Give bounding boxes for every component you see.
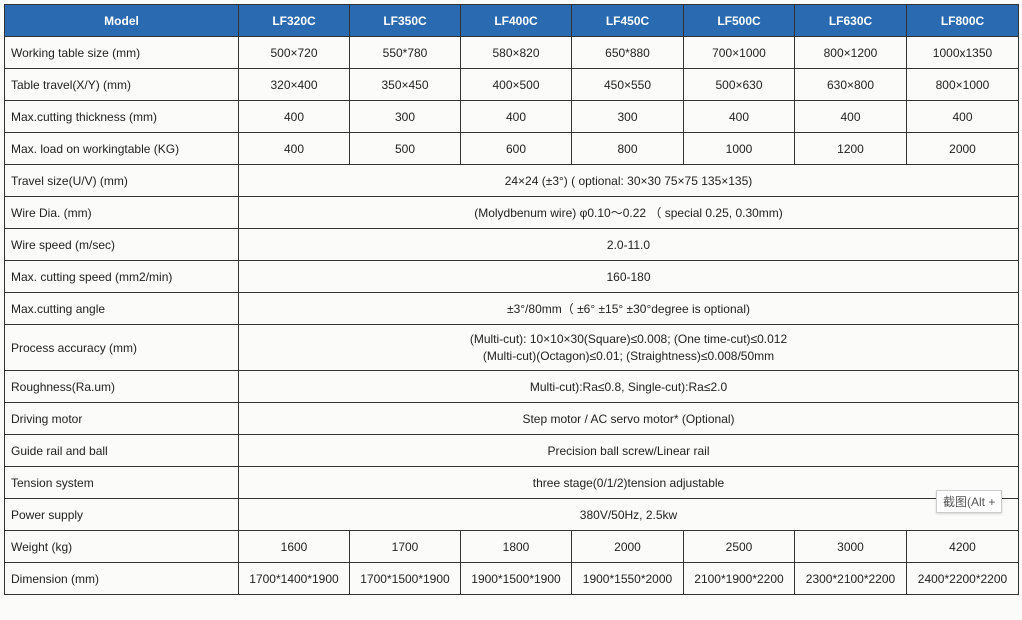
col-header-lf630c: LF630C [795,5,907,37]
row-cell: 450×550 [572,69,684,101]
row-span-value: ±3°/80mm（ ±6° ±15° ±30°degree is optiona… [239,293,1019,325]
row-cell: 3000 [795,531,907,563]
table-row: Travel size(U/V) (mm)24×24 (±3°) ( optio… [5,165,1019,197]
row-span-value: Step motor / AC servo motor* (Optional) [239,403,1019,435]
table-row: Guide rail and ballPrecision ball screw/… [5,435,1019,467]
col-header-lf350c: LF350C [350,5,461,37]
row-label: Tension system [5,467,239,499]
row-cell: 1900*1550*2000 [572,563,684,595]
col-header-model: Model [5,5,239,37]
row-span-value: (Multi-cut): 10×10×30(Square)≤0.008; (On… [239,325,1019,371]
row-cell: 2100*1900*2200 [684,563,795,595]
row-cell: 2300*2100*2200 [795,563,907,595]
row-cell: 400 [795,101,907,133]
row-span-value: (Molydbenum wire) φ0.10～0.22 （ special 0… [239,197,1019,229]
table-header-row: ModelLF320CLF350CLF400CLF450CLF500CLF630… [5,5,1019,37]
table-row: Wire Dia. (mm)(Molydbenum wire) φ0.10～0.… [5,197,1019,229]
spec-table: ModelLF320CLF350CLF400CLF450CLF500CLF630… [4,4,1019,595]
row-label: Max. cutting speed (mm2/min) [5,261,239,293]
row-label: Table travel(X/Y) (mm) [5,69,239,101]
table-row: Power supply380V/50Hz, 2.5kw [5,499,1019,531]
row-cell: 400 [907,101,1019,133]
row-cell: 500×720 [239,37,350,69]
row-cell: 2400*2200*2200 [907,563,1019,595]
table-row: Table travel(X/Y) (mm)320×400350×450400×… [5,69,1019,101]
row-cell: 1700*1400*1900 [239,563,350,595]
row-label: Max.cutting thickness (mm) [5,101,239,133]
col-header-lf320c: LF320C [239,5,350,37]
row-cell: 800×1200 [795,37,907,69]
row-cell: 300 [350,101,461,133]
row-label: Travel size(U/V) (mm) [5,165,239,197]
row-label: Dimension (mm) [5,563,239,595]
table-row: Dimension (mm)1700*1400*19001700*1500*19… [5,563,1019,595]
row-cell: 1900*1500*1900 [461,563,572,595]
row-cell: 800×1000 [907,69,1019,101]
row-cell: 400 [461,101,572,133]
row-span-value: 24×24 (±3°) ( optional: 30×30 75×75 135×… [239,165,1019,197]
row-cell: 2500 [684,531,795,563]
row-cell: 2000 [572,531,684,563]
row-label: Working table size (mm) [5,37,239,69]
row-cell: 400×500 [461,69,572,101]
row-cell: 650*880 [572,37,684,69]
row-span-value: 160-180 [239,261,1019,293]
table-row: Max. cutting speed (mm2/min)160-180 [5,261,1019,293]
row-cell: 1700 [350,531,461,563]
row-cell: 400 [239,101,350,133]
row-cell: 4200 [907,531,1019,563]
row-label: Driving motor [5,403,239,435]
row-cell: 500 [350,133,461,165]
table-row: Process accuracy (mm)(Multi-cut): 10×10×… [5,325,1019,371]
row-span-value: three stage(0/1/2)tension adjustable [239,467,1019,499]
row-span-value: 380V/50Hz, 2.5kw [239,499,1019,531]
table-row: Wire speed (m/sec)2.0-11.0 [5,229,1019,261]
col-header-lf800c: LF800C [907,5,1019,37]
row-label: Process accuracy (mm) [5,325,239,371]
table-row: Max.cutting thickness (mm)40030040030040… [5,101,1019,133]
table-row: Max. load on workingtable (KG)4005006008… [5,133,1019,165]
row-cell: 500×630 [684,69,795,101]
table-row: Weight (kg)1600170018002000250030004200 [5,531,1019,563]
col-header-lf450c: LF450C [572,5,684,37]
row-cell: 1000 [684,133,795,165]
row-label: Wire Dia. (mm) [5,197,239,229]
row-cell: 300 [572,101,684,133]
row-label: Weight (kg) [5,531,239,563]
table-row: Tension systemthree stage(0/1/2)tension … [5,467,1019,499]
row-span-value: Multi-cut):Ra≤0.8, Single-cut):Ra≤2.0 [239,371,1019,403]
row-cell: 700×1000 [684,37,795,69]
row-cell: 550*780 [350,37,461,69]
row-span-value: 2.0-11.0 [239,229,1019,261]
row-label: Power supply [5,499,239,531]
row-cell: 1600 [239,531,350,563]
row-label: Max. load on workingtable (KG) [5,133,239,165]
row-cell: 400 [239,133,350,165]
row-cell: 320×400 [239,69,350,101]
row-cell: 600 [461,133,572,165]
row-cell: 1700*1500*1900 [350,563,461,595]
table-row: Working table size (mm)500×720550*780580… [5,37,1019,69]
row-span-value: Precision ball screw/Linear rail [239,435,1019,467]
row-cell: 400 [684,101,795,133]
row-label: Guide rail and ball [5,435,239,467]
col-header-lf400c: LF400C [461,5,572,37]
row-cell: 580×820 [461,37,572,69]
row-label: Wire speed (m/sec) [5,229,239,261]
row-cell: 1000x1350 [907,37,1019,69]
row-label: Roughness(Ra.um) [5,371,239,403]
row-cell: 1800 [461,531,572,563]
table-row: Driving motorStep motor / AC servo motor… [5,403,1019,435]
row-cell: 2000 [907,133,1019,165]
row-cell: 350×450 [350,69,461,101]
screenshot-tooltip: 截图(Alt + [936,490,1002,513]
row-cell: 800 [572,133,684,165]
col-header-lf500c: LF500C [684,5,795,37]
row-cell: 630×800 [795,69,907,101]
table-row: Max.cutting angle±3°/80mm（ ±6° ±15° ±30°… [5,293,1019,325]
row-cell: 1200 [795,133,907,165]
table-row: Roughness(Ra.um)Multi-cut):Ra≤0.8, Singl… [5,371,1019,403]
row-label: Max.cutting angle [5,293,239,325]
